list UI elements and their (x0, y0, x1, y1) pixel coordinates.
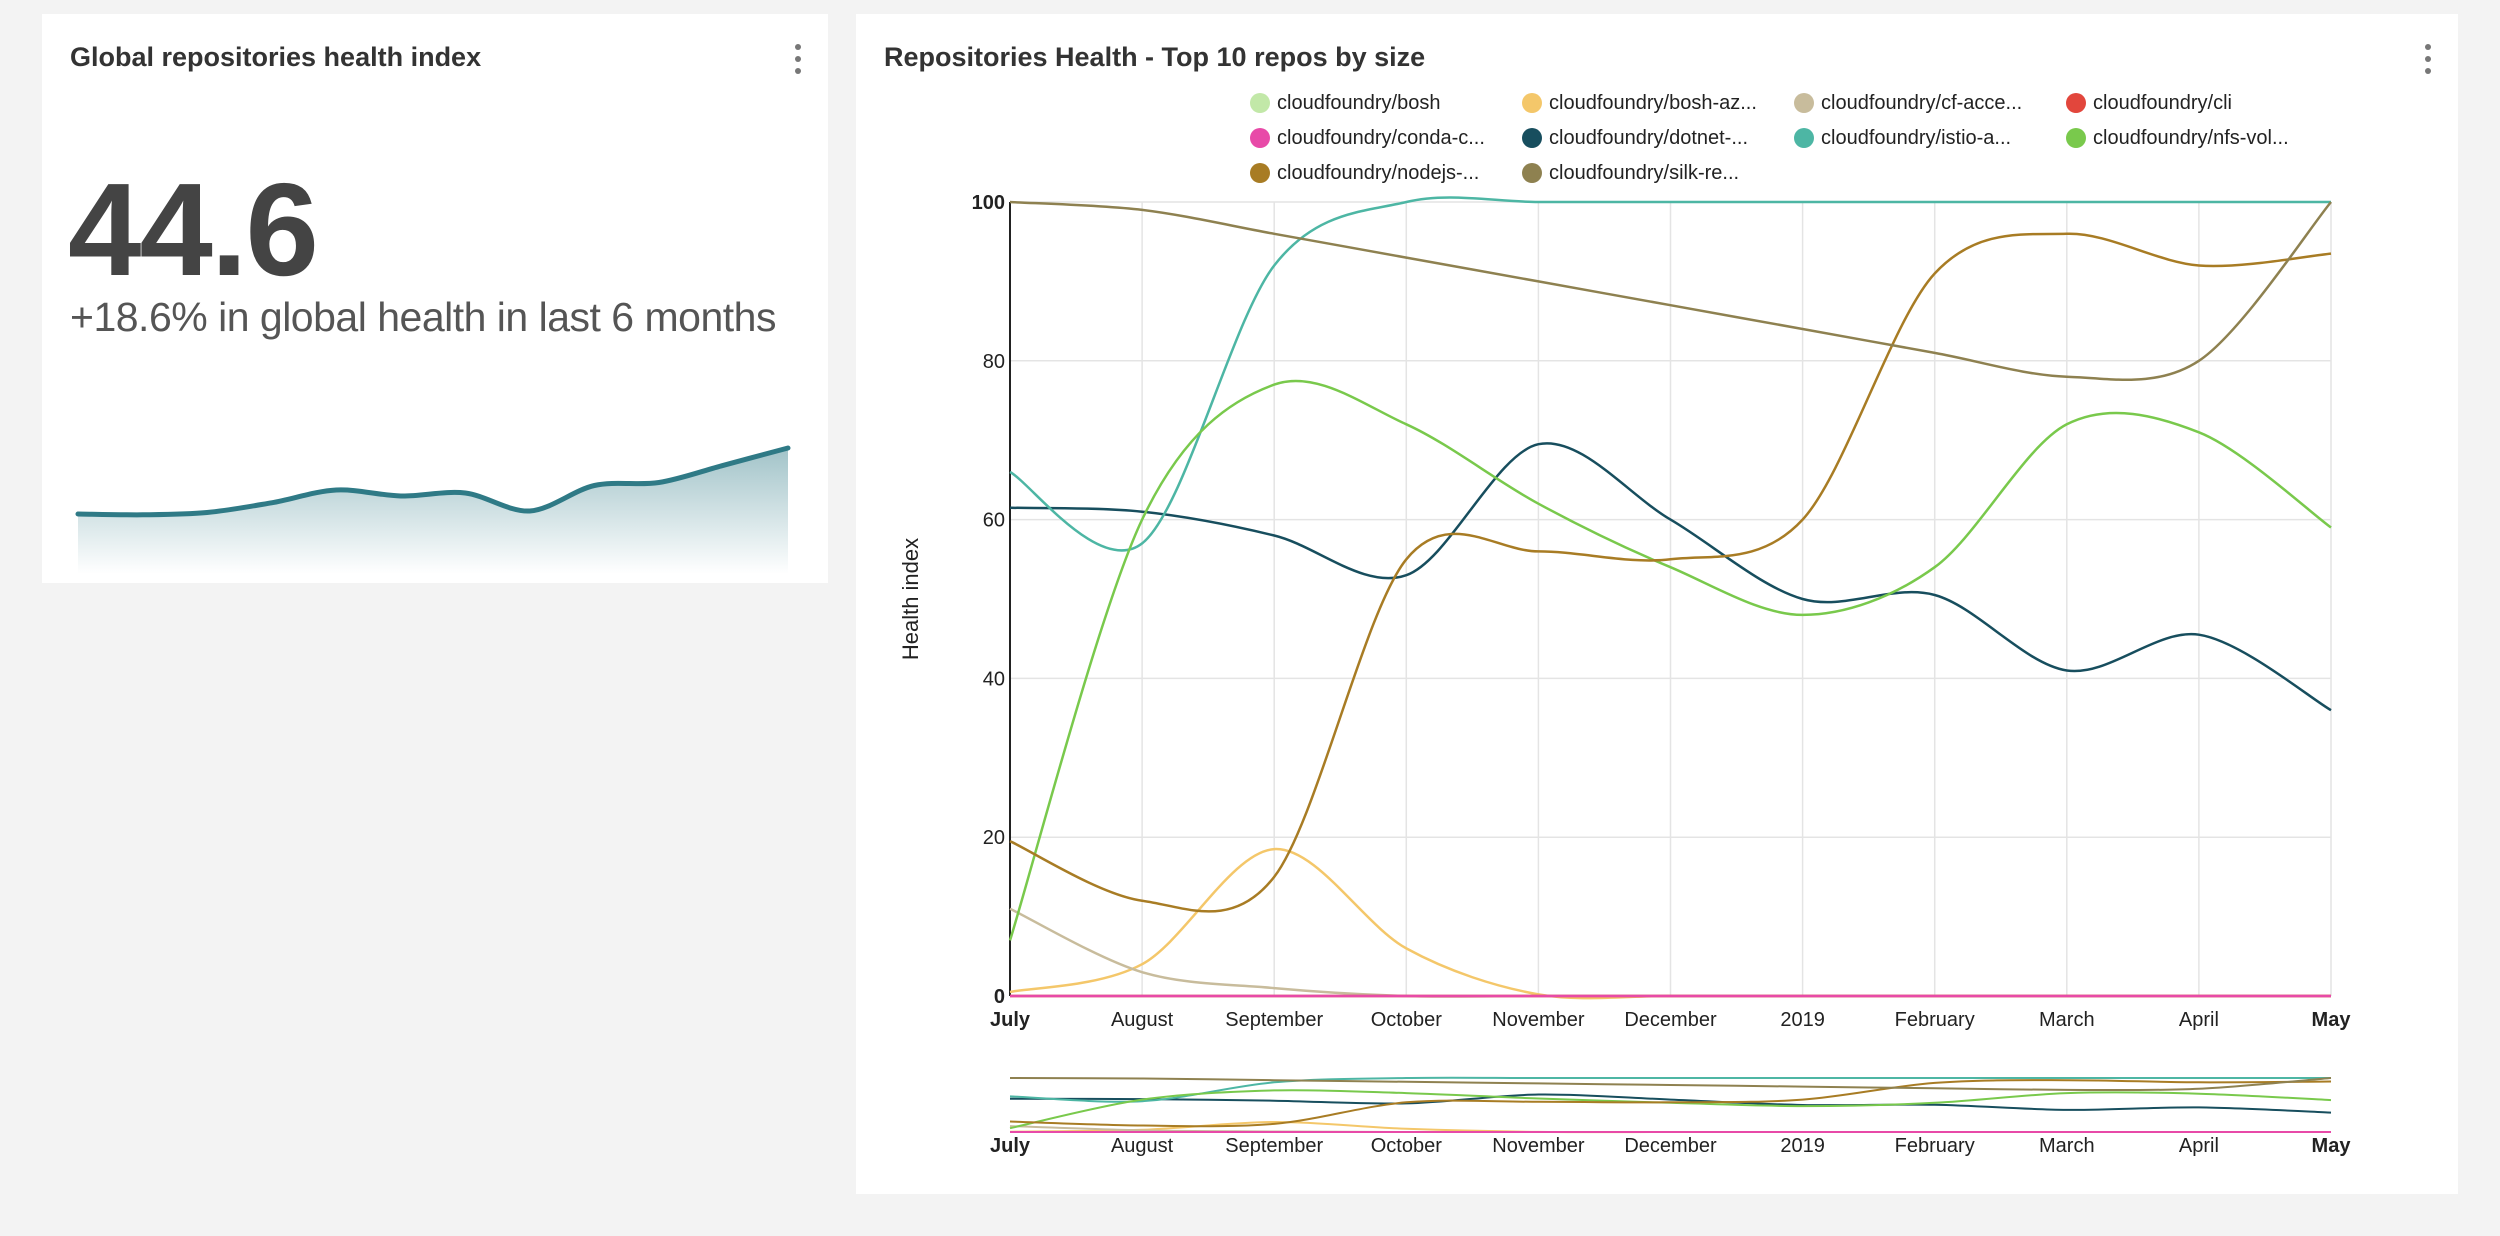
navigator-x-tick-label: August (1111, 1135, 1174, 1157)
x-tick-label: November (1492, 1009, 1585, 1031)
global-health-delta: +18.6% in global health in last 6 months (70, 294, 776, 340)
legend-item[interactable]: cloudfoundry/nodejs-... (1250, 160, 1479, 186)
series-line (1008, 379, 2332, 941)
legend-item[interactable]: cloudfoundry/istio-a... (1794, 125, 2011, 151)
sparkline-line (75, 445, 791, 518)
y-tick-label: 0 (994, 986, 1005, 1008)
navigator-series-line (1009, 1076, 2331, 1103)
global-health-card: Global repositories health index 44.6 +1… (42, 14, 828, 583)
legend-item[interactable]: cloudfoundry/silk-re... (1522, 160, 1739, 186)
x-tick-label: July (990, 1009, 1031, 1031)
legend-item[interactable]: cloudfoundry/cf-acce... (1794, 90, 2022, 116)
legend-label: cloudfoundry/istio-a... (1821, 126, 2012, 149)
legend-item[interactable]: cloudfoundry/bosh-az... (1522, 90, 1757, 116)
legend-item[interactable]: cloudfoundry/cli (2066, 90, 2232, 116)
legend-swatch (1794, 128, 1814, 148)
navigator-x-tick-label: December (1624, 1135, 1717, 1157)
legend-swatch (1522, 128, 1542, 148)
legend-swatch (1250, 93, 1270, 113)
y-tick-label: 80 (983, 351, 1005, 373)
repos-health-menu-icon[interactable] (2418, 42, 2438, 76)
legend-swatch (1794, 93, 1814, 113)
x-tick-label: 2019 (1780, 1009, 1825, 1031)
navigator-x-tick-label: May (2312, 1135, 2352, 1157)
legend-label: cloudfoundry/nfs-vol... (2093, 126, 2289, 149)
navigator-x-tick-label: April (2179, 1135, 2219, 1157)
legend-swatch (1250, 163, 1270, 183)
x-tick-label: February (1895, 1009, 1975, 1031)
navigator-x-tick-label: February (1895, 1135, 1975, 1157)
y-tick-label: 100 (972, 192, 1005, 214)
navigator-series-line (1009, 1079, 2332, 1128)
navigator-x-tick-label: 2019 (1780, 1135, 1825, 1157)
legend-label: cloudfoundry/conda-c... (1277, 126, 1485, 149)
global-health-value: 44.6 (68, 156, 319, 303)
navigator-x-tick-label: November (1492, 1135, 1585, 1157)
x-tick-label: April (2179, 1009, 2219, 1031)
repos-health-chart: 0 20 40 60 80 100 Health index July August Septem… (898, 192, 2352, 1157)
global-health-menu-icon[interactable] (788, 42, 808, 76)
y-tick-label: 40 (983, 668, 1005, 690)
legend-label: cloudfoundry/bosh-az... (1549, 91, 1757, 114)
x-tick-label: March (2039, 1009, 2095, 1031)
x-tick-label: October (1371, 1009, 1442, 1031)
sparkline-area (78, 448, 788, 574)
y-tick-label: 60 (983, 510, 1005, 532)
legend-label: cloudfoundry/cf-acce... (1821, 91, 2023, 114)
legend-item[interactable]: cloudfoundry/bosh (1250, 90, 1440, 116)
legend-swatch (2066, 93, 2086, 113)
legend-item[interactable]: cloudfoundry/conda-c... (1250, 125, 1485, 151)
x-tick-label: August (1111, 1009, 1174, 1031)
legend-swatch (1250, 128, 1270, 148)
navigator-x-tick-label: March (2039, 1135, 2095, 1157)
navigator-x-tick-label: September (1225, 1135, 1323, 1157)
series-line (1009, 196, 2331, 552)
legend-label: cloudfoundry/nodejs-... (1277, 161, 1480, 184)
y-axis-label: Health index (898, 538, 923, 660)
series-line (1009, 442, 2332, 712)
legend-label: cloudfoundry/dotnet-... (1549, 126, 1749, 149)
legend-label: cloudfoundry/cli (2093, 91, 2232, 114)
legend-swatch (2066, 128, 2086, 148)
navigator-x-tick-label: October (1371, 1135, 1442, 1157)
navigator-x-tick-label: July (990, 1135, 1031, 1157)
repos-health-title: Repositories Health - Top 10 repos by si… (884, 42, 1426, 72)
x-tick-label: December (1624, 1009, 1717, 1031)
x-tick-label: September (1225, 1009, 1323, 1031)
legend-swatch (1522, 93, 1542, 113)
legend-item[interactable]: cloudfoundry/nfs-vol... (2066, 125, 2289, 151)
legend-swatch (1522, 163, 1542, 183)
y-tick-label: 20 (983, 827, 1005, 849)
navigator-series-line (1009, 1093, 2332, 1114)
series-line (1009, 200, 2332, 381)
legend-label: cloudfoundry/bosh (1277, 91, 1441, 114)
series-line (1009, 232, 2332, 913)
global-health-sparkline (75, 445, 791, 574)
legend-item[interactable]: cloudfoundry/dotnet-... (1522, 125, 1748, 151)
legend-label: cloudfoundry/silk-re... (1549, 161, 1740, 184)
navigator-series-line (1009, 1077, 2332, 1092)
global-health-title: Global repositories health index (70, 42, 482, 72)
repos-health-card: 0 20 40 60 80 100 Health index July August Septem… (856, 14, 2458, 1194)
x-tick-label: May (2312, 1009, 2352, 1031)
